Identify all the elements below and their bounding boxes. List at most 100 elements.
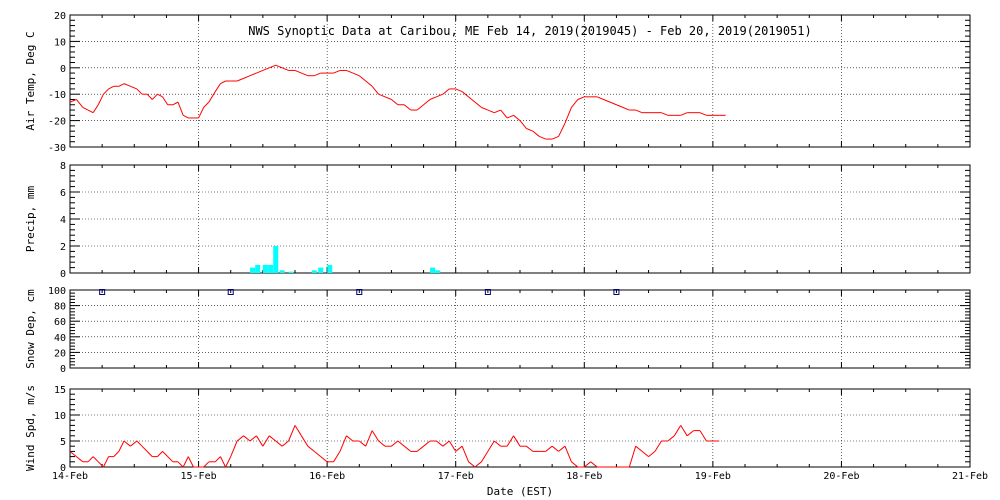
air-temp-line-segment	[256, 69, 264, 74]
precip-panel: 8 6 4 2 0 Precip, mm	[24, 161, 971, 280]
precip-bar	[250, 267, 256, 273]
wind-speed-line-segment	[680, 425, 688, 437]
air-temp-line-segment	[136, 88, 143, 95]
precip-bar	[288, 271, 294, 273]
wind-speed-line-segment	[455, 445, 463, 452]
wind-speed-line-segment	[243, 435, 251, 442]
wind-speed-ytick-label: 15	[54, 385, 66, 396]
wind-speed-line-segment	[333, 451, 341, 463]
air-temp-line-segment	[198, 107, 205, 119]
wind-speed-ytick-label: 10	[54, 411, 66, 422]
air-temp-line-segment	[487, 109, 495, 114]
wind-speed-line-segment	[461, 446, 470, 462]
wind-speed-frame	[69, 388, 971, 468]
wind-speed-line-segment	[468, 461, 476, 468]
wind-speed-line-segment	[236, 435, 244, 442]
x-tick-label: 16-Feb	[309, 471, 345, 482]
x-tick-label: 20-Feb	[823, 471, 859, 482]
wind-speed-ylabel: Wind Spd, m/s	[24, 385, 37, 471]
wind-speed-line-segment	[365, 430, 373, 447]
air-temp-line-segment	[249, 72, 257, 77]
snow-depth-frame	[69, 289, 971, 369]
snow-depth-point	[613, 289, 620, 295]
wind-speed-line-segment	[97, 461, 104, 468]
air-temp-line-segment	[384, 96, 392, 100]
snow-depth-ytick-label: 100	[48, 286, 66, 297]
wind-speed-line-segment	[339, 435, 347, 452]
x-tick-label: 17-Feb	[438, 471, 474, 482]
wind-speed-line-segment	[307, 445, 315, 452]
precip-bar	[435, 270, 441, 273]
air-temp-line-segment	[416, 104, 424, 111]
precip-ylabel: Precip, mm	[24, 186, 37, 253]
wind-speed-ytick-label: 0	[60, 463, 66, 474]
air-temp-line-segment	[177, 101, 184, 116]
wind-speed-line-segment	[146, 451, 153, 457]
wind-speed-line-segment	[526, 445, 534, 452]
wind-speed-line-segment	[76, 456, 84, 463]
snow-depth-panel: 100 80 60 40 20 0 Snow Dep, cm	[24, 286, 971, 375]
air-temp-line-segment	[461, 91, 469, 98]
air-temp-line-segment	[513, 114, 521, 121]
precip-ytick-label: 8	[60, 161, 66, 172]
air-temp-line-segment	[391, 99, 399, 106]
air-temp-line-segment	[182, 114, 189, 119]
air-temp-line-segment	[577, 96, 585, 100]
wind-speed-line-segment	[403, 445, 412, 452]
air-temp-ytick-label: -30	[48, 143, 66, 154]
wind-speed-line-segment	[513, 435, 521, 447]
air-temp-line-segment	[500, 109, 508, 119]
air-temp-line-segment	[423, 99, 431, 106]
air-temp-panel: 20 10 0 -10 -20 -30 Air Temp, Deg C	[24, 11, 971, 154]
air-temp-line-segment	[314, 72, 321, 77]
air-temp-line-segment	[157, 93, 163, 98]
air-temp-line-segment	[603, 99, 611, 103]
precip-ytick-label: 2	[60, 242, 66, 253]
x-tick-label: 18-Feb	[566, 471, 602, 482]
air-temp-line-segment	[275, 64, 283, 69]
air-temp-line-segment	[243, 75, 251, 79]
precip-bar	[268, 264, 274, 273]
wind-speed-line-segment	[423, 440, 431, 447]
precip-bar	[311, 270, 317, 273]
air-temp-line-segment	[365, 80, 373, 87]
precip-ytick-label: 0	[60, 269, 66, 280]
air-temp-ytick-label: 10	[54, 37, 66, 48]
wind-speed-line-segment	[262, 435, 270, 447]
air-temp-line-segment	[220, 80, 226, 85]
air-temp-line-segment	[172, 101, 179, 106]
air-temp-line-segment	[635, 109, 643, 114]
wind-speed-line-segment	[571, 461, 579, 468]
wind-speed-line-segment	[628, 446, 637, 468]
air-temp-line-segment	[301, 72, 309, 77]
air-temp-line-segment	[118, 83, 125, 87]
wind-speed-line-segment	[69, 451, 77, 457]
wind-speed-line-segment	[288, 425, 296, 442]
x-tick-label: 21-Feb	[952, 471, 988, 482]
precip-bar	[327, 264, 333, 273]
air-temp-line-segment	[346, 69, 354, 74]
wind-speed-line-segment	[493, 440, 502, 447]
wind-speed-line-segment	[130, 440, 138, 447]
wind-speed-line-segment	[397, 440, 405, 447]
air-temp-line-segment	[76, 99, 84, 108]
air-temp-line-segment	[680, 112, 688, 116]
air-temp-line-segment	[269, 64, 276, 69]
precip-ytick-label: 4	[60, 215, 66, 226]
air-temp-line-segment	[558, 123, 566, 137]
air-temp-line-segment	[622, 106, 630, 111]
air-temp-line-segment	[214, 83, 221, 92]
wind-speed-line-segment	[225, 456, 232, 468]
wind-speed-line-segment	[487, 440, 495, 452]
wind-speed-line-segment	[667, 435, 675, 442]
wind-speed-line-segment	[391, 440, 399, 447]
air-temp-line-segment	[596, 96, 604, 100]
air-temp-line-segment	[571, 99, 579, 108]
precip-bar	[318, 267, 324, 273]
air-temp-line-segment	[474, 101, 482, 108]
air-temp-line-segment	[333, 69, 341, 74]
air-temp-ytick-label: 0	[60, 64, 66, 75]
wind-speed-line-segment	[320, 456, 328, 463]
wind-speed-line-segment	[686, 430, 694, 437]
snow-depth-ytick-label: 60	[54, 317, 66, 328]
